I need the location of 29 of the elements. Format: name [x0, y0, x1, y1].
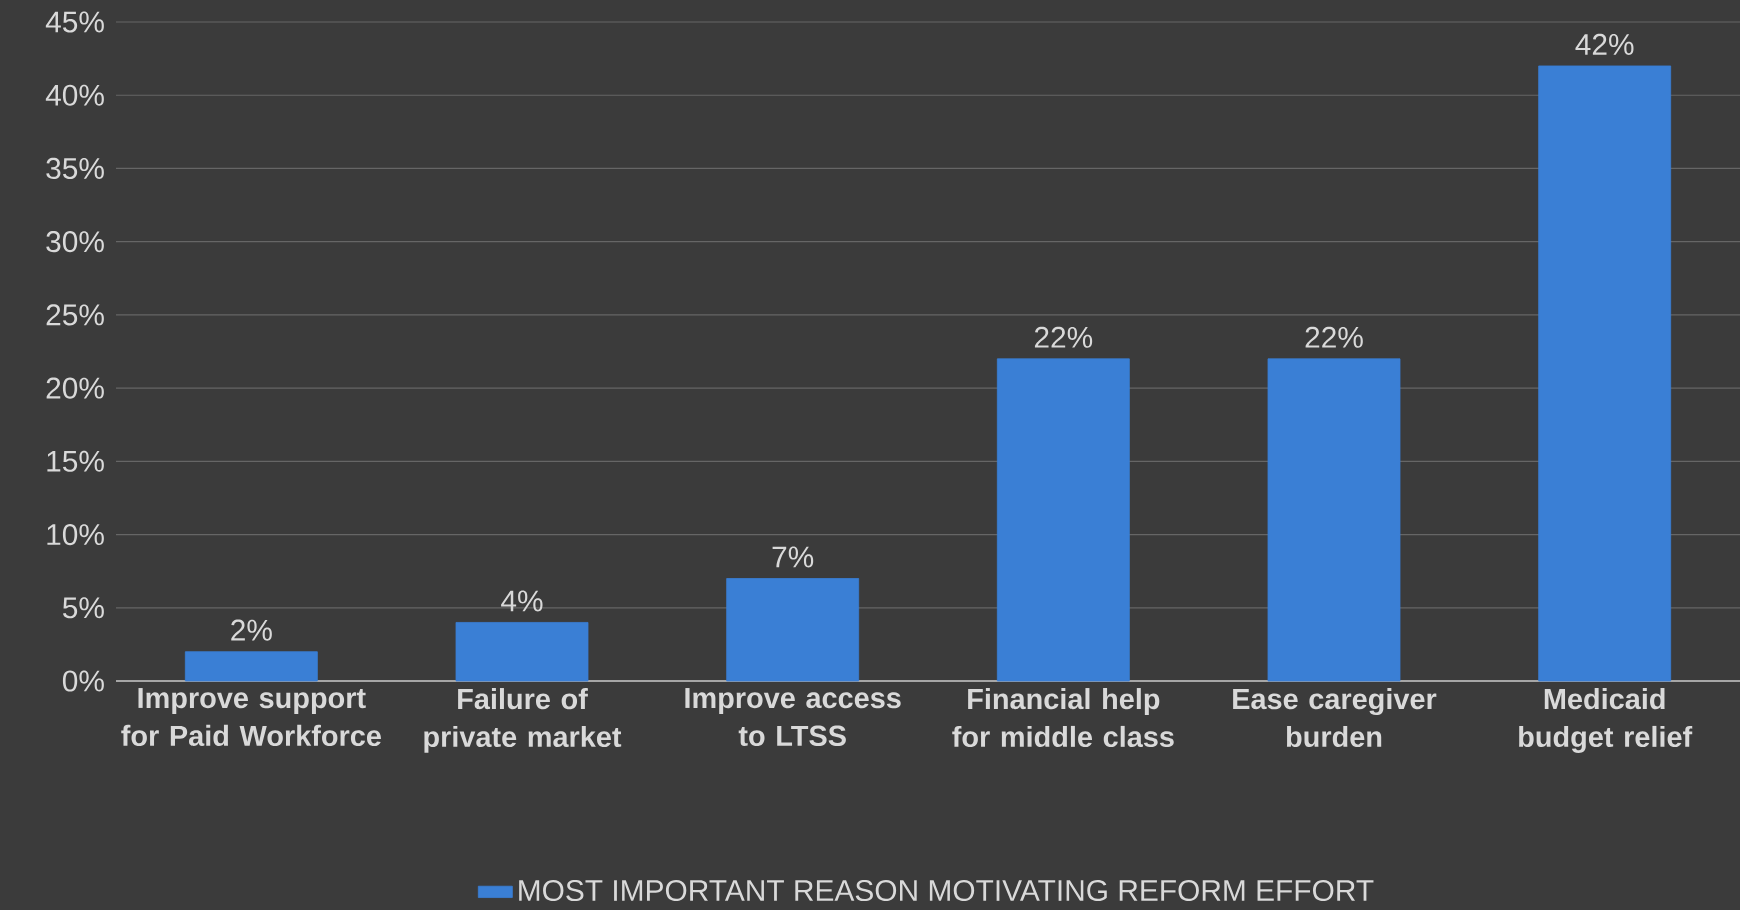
x-tick-label: Failure of private market	[424, 688, 622, 753]
bar	[1538, 65, 1672, 682]
y-tick-label: 15%	[47, 450, 104, 472]
y-tick-label: 40%	[45, 84, 104, 106]
y-tick-label: 20%	[46, 377, 104, 399]
bar	[1267, 358, 1401, 682]
y-tick-label: 25%	[46, 304, 104, 326]
data-label: 4%	[501, 590, 543, 612]
y-tick-label: 30%	[46, 231, 104, 253]
x-tick-label: Improve support for Paid Workforce	[121, 688, 381, 747]
y-tick-label: 35%	[46, 157, 104, 180]
data-label: 2%	[231, 619, 272, 641]
bar	[726, 578, 860, 682]
data-label: 22%	[1305, 326, 1363, 348]
x-tick-label: Financial help for middle class	[952, 688, 1174, 748]
bar	[184, 651, 318, 682]
x-tick-label: Improve access to LTSS	[685, 688, 901, 747]
y-tick-label: 0%	[62, 670, 104, 692]
data-label: 22%	[1034, 326, 1093, 348]
y-tick-label: 45%	[45, 11, 104, 33]
y-tick-label: 10%	[47, 523, 104, 546]
data-label: 42%	[1575, 33, 1634, 55]
bar	[996, 358, 1130, 682]
data-label: 7%	[772, 546, 814, 568]
legend-label: MOST IMPORTANT REASON MOTIVATING REFORM EFFORT	[519, 879, 1374, 902]
bar	[455, 622, 589, 682]
x-tick-label: Ease caregiver burden	[1233, 688, 1437, 748]
x-tick-label: Medicaid budget relief	[1519, 688, 1693, 753]
y-tick-label: 5%	[62, 597, 104, 619]
